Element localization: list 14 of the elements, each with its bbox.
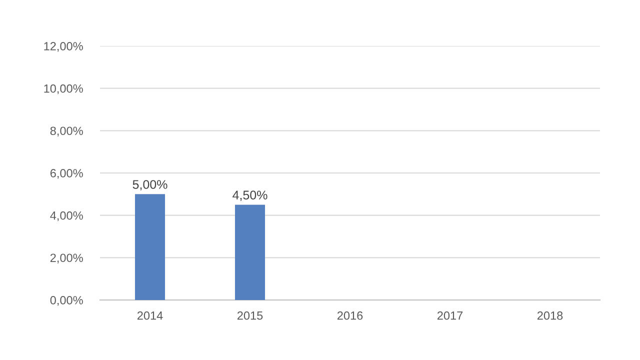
y-tick-label: 0,00% bbox=[50, 296, 83, 306]
y-tick-label: 4,00% bbox=[50, 211, 83, 222]
y-tick-label: 2,00% bbox=[50, 254, 83, 264]
x-tick-label: 2014 bbox=[137, 311, 163, 320]
x-tick-label: 2015 bbox=[237, 311, 263, 320]
y-tick-label: 8,00% bbox=[50, 126, 83, 136]
y-tick-label: 10,00% bbox=[44, 84, 83, 94]
data-label: 5,00% bbox=[132, 180, 168, 190]
data-label: 4,50% bbox=[232, 190, 268, 201]
x-tick-label: 2016 bbox=[337, 311, 363, 320]
x-tick-label: 2018 bbox=[537, 311, 563, 320]
y-tick-label: 12,00% bbox=[44, 42, 83, 52]
x-tick-label: 2017 bbox=[437, 311, 463, 320]
y-tick-label: 6,00% bbox=[50, 169, 83, 179]
